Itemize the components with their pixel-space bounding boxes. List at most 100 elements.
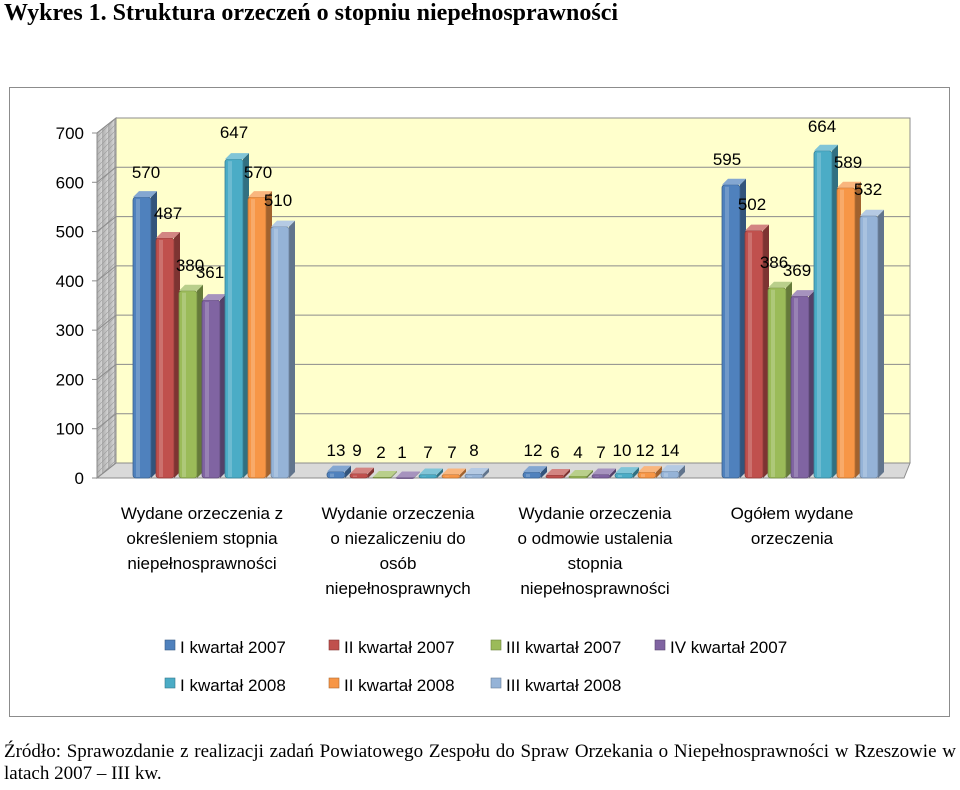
bar: [178, 284, 203, 479]
bar-side: [437, 468, 443, 478]
bar: [767, 281, 792, 479]
bar: [372, 471, 397, 479]
bar-top: [791, 290, 815, 297]
bar-highlight: [771, 289, 775, 477]
gridline-side: [96, 216, 117, 232]
bar-side: [197, 284, 203, 478]
legend-label: III kwartał 2007: [506, 638, 621, 657]
bar-front: [614, 472, 634, 479]
bar: [660, 465, 685, 479]
bar-highlight: [725, 186, 729, 477]
bar-top: [638, 466, 662, 473]
bar-highlight: [205, 302, 209, 477]
bar-side: [809, 290, 815, 478]
y-tick-label: 300: [56, 321, 84, 340]
bar: [568, 470, 593, 479]
bar-front: [395, 477, 415, 479]
bar-top: [419, 468, 443, 475]
bar-top: [745, 224, 769, 231]
bar-front: [132, 196, 152, 479]
bar-side: [855, 181, 861, 478]
bar-highlight: [794, 298, 798, 477]
legend-label: I kwartał 2008: [180, 676, 286, 695]
bar-front: [813, 150, 833, 479]
bar-top: [271, 220, 295, 227]
bar: [744, 224, 769, 479]
legend-item: IV kwartał 2007: [654, 638, 787, 657]
bar-side: [220, 294, 226, 478]
y-tick-label: 200: [56, 370, 84, 389]
data-label: 386: [760, 253, 788, 272]
bar-side: [289, 220, 295, 478]
data-label: 12: [524, 441, 543, 460]
bar: [349, 467, 374, 479]
bar-side: [656, 466, 662, 478]
bar-front: [372, 476, 392, 479]
legend-swatch: [328, 639, 340, 651]
bar-top: [768, 281, 792, 288]
bar: [637, 466, 662, 479]
legend-item: III kwartał 2008: [490, 676, 621, 695]
data-label: 570: [244, 163, 272, 182]
legend-item: I kwartał 2007: [164, 638, 286, 657]
bar-front: [270, 226, 290, 479]
data-label: 589: [834, 153, 862, 172]
bar-top: [546, 469, 570, 476]
bar-top: [327, 465, 351, 472]
data-label: 369: [783, 261, 811, 280]
data-label: 7: [423, 443, 432, 462]
bar-side: [345, 465, 351, 478]
bar-side: [368, 467, 374, 478]
legend-label: II kwartał 2007: [344, 638, 455, 657]
bar: [441, 468, 466, 479]
bar: [614, 467, 639, 479]
bar-top: [396, 471, 420, 478]
bar: [464, 468, 489, 479]
bar-side: [541, 466, 547, 478]
data-label: 361: [196, 263, 224, 282]
bar-highlight: [228, 161, 232, 477]
bar-side: [763, 224, 769, 478]
data-label: 2: [376, 443, 385, 462]
bar-top: [615, 467, 639, 474]
bar: [836, 181, 861, 479]
bar-side: [391, 471, 397, 478]
bar: [545, 469, 570, 479]
legend-item: I kwartał 2008: [164, 676, 286, 695]
bar: [155, 231, 180, 479]
bar-front: [155, 237, 175, 479]
data-label: 487: [154, 204, 182, 223]
bar: [224, 153, 249, 479]
data-label: 664: [808, 117, 836, 136]
data-label: 8: [469, 441, 478, 460]
bar-side: [414, 471, 420, 478]
bar-top: [465, 468, 489, 475]
legend-swatch: [164, 677, 176, 689]
data-label: 7: [447, 443, 456, 462]
data-label: 9: [352, 441, 361, 460]
bar-top: [814, 144, 838, 151]
bar-top: [248, 191, 272, 198]
bar-front: [247, 196, 267, 479]
data-label: 380: [176, 256, 204, 275]
bar: [270, 220, 295, 479]
bar-front: [591, 474, 611, 479]
bar-top: [133, 191, 157, 198]
gridline-side: [96, 314, 117, 331]
bar-highlight: [641, 474, 645, 477]
data-label: 570: [132, 163, 160, 182]
data-label: 12: [636, 441, 655, 460]
legend-swatch: [654, 639, 666, 651]
bar-top: [569, 470, 593, 477]
bar: [247, 191, 272, 479]
bar-side: [878, 209, 884, 479]
bar-front: [349, 473, 369, 479]
legend-item: III kwartał 2007: [490, 638, 621, 657]
legend-label: III kwartał 2008: [506, 676, 621, 695]
chart-title: Wykres 1. Struktura orzeczeń o stopniu n…: [4, 0, 619, 26]
gridline-side: [96, 364, 117, 380]
bar-front: [522, 471, 542, 479]
data-label: 6: [550, 443, 559, 462]
bar: [201, 294, 226, 479]
bar-side: [587, 470, 593, 478]
